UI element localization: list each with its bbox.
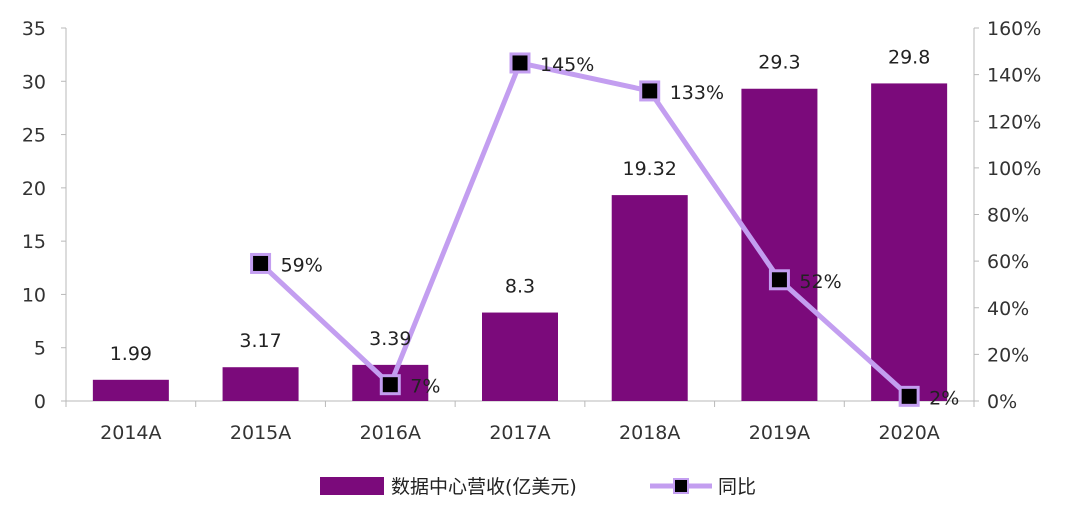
bar-value-label: 3.39 <box>369 328 411 350</box>
right-tick-label: 60% <box>987 251 1029 273</box>
revenue-bar <box>222 367 299 401</box>
right-tick-label: 0% <box>987 391 1017 413</box>
yoy-value-label: 52% <box>799 271 841 293</box>
yoy-marker <box>768 269 790 291</box>
revenue-bar <box>611 195 688 401</box>
legend-swatch-marker <box>673 478 689 494</box>
left-tick-label: 30 <box>22 71 46 93</box>
revenue-bar <box>92 379 169 401</box>
yoy-value-label: 59% <box>281 254 323 276</box>
legend-label-line: 同比 <box>718 476 756 498</box>
x-tick-label: 2017A <box>489 422 550 444</box>
left-tick-label: 0 <box>34 391 46 413</box>
yoy-line <box>250 52 920 407</box>
right-tick-label: 80% <box>987 205 1029 227</box>
yoy-marker <box>379 374 401 396</box>
yoy-value-label: 7% <box>410 376 440 398</box>
yoy-value-label: 145% <box>540 54 594 76</box>
yoy-marker <box>898 385 920 407</box>
x-tick-label: 2014A <box>100 422 161 444</box>
left-tick-label: 35 <box>22 18 46 40</box>
x-tick-label: 2015A <box>230 422 291 444</box>
legend-label-bar: 数据中心营收(亿美元) <box>391 476 577 498</box>
right-tick-label: 160% <box>987 18 1041 40</box>
x-tick-label: 2018A <box>619 422 680 444</box>
x-tick-label: 2016A <box>360 422 421 444</box>
revenue-bar <box>871 83 948 401</box>
data-labels: 1.99 3.17 3.39 8.3 19.32 29.3 29.8 59% 7% 145% 133… <box>110 46 960 409</box>
bar-value-label: 3.17 <box>239 330 281 352</box>
right-tick-label: 120% <box>987 111 1041 133</box>
bar-value-label: 1.99 <box>110 343 152 365</box>
x-tick-label: 2019A <box>749 422 810 444</box>
bar-value-label: 19.32 <box>623 158 677 180</box>
bar-value-label: 8.3 <box>505 276 535 298</box>
legend: 数据中心营收(亿美元) 同比 <box>320 476 756 498</box>
right-tick-label: 100% <box>987 158 1041 180</box>
yoy-line-path <box>258 60 911 399</box>
x-tick-label: 2020A <box>878 422 939 444</box>
revenue-bar <box>482 312 558 401</box>
yoy-value-label: 133% <box>670 82 724 104</box>
bars <box>92 83 948 401</box>
bar-value-label: 29.8 <box>888 46 930 68</box>
yoy-value-label: 2% <box>929 387 959 409</box>
left-tick-label: 20 <box>22 178 46 200</box>
right-tick-label: 140% <box>987 65 1041 87</box>
right-tick-label: 20% <box>987 344 1029 366</box>
right-tick-label: 40% <box>987 298 1029 320</box>
axes: 0 5 10 15 20 25 30 35 0% 20% 40% 60% 80% 100% 120% 140%… <box>22 18 1042 444</box>
legend-swatch-bar <box>320 477 384 495</box>
left-tick-label: 15 <box>22 231 46 253</box>
bar-value-label: 29.3 <box>758 52 800 74</box>
left-tick-label: 25 <box>22 125 46 147</box>
left-tick-label: 5 <box>34 338 46 360</box>
left-tick-label: 10 <box>22 284 46 306</box>
yoy-marker <box>509 52 531 74</box>
yoy-marker <box>639 80 661 102</box>
yoy-marker <box>250 252 272 274</box>
